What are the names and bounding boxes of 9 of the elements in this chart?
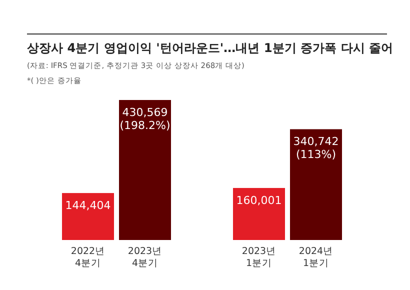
x-tick-label: 2022년 4분기 — [70, 246, 106, 269]
data-label: 340,742 (113%) — [293, 135, 339, 162]
data-label: 430,569 (198.2%) — [120, 106, 170, 132]
data-label: 160,001 — [236, 194, 282, 207]
x-tick-label: 2024년 1분기 — [298, 246, 334, 269]
data-label: 144,404 — [65, 199, 111, 212]
chart-title: 상장사 4분기 영업이익 '턴어라운드'…내년 1분기 증가폭 다시 줄어 — [26, 41, 394, 55]
x-tick-label: 2023년 1분기 — [242, 246, 276, 269]
x-tick-label: 2023년 4분기 — [128, 246, 162, 269]
